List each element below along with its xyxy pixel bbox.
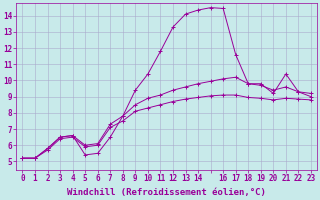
X-axis label: Windchill (Refroidissement éolien,°C): Windchill (Refroidissement éolien,°C) xyxy=(67,188,266,197)
